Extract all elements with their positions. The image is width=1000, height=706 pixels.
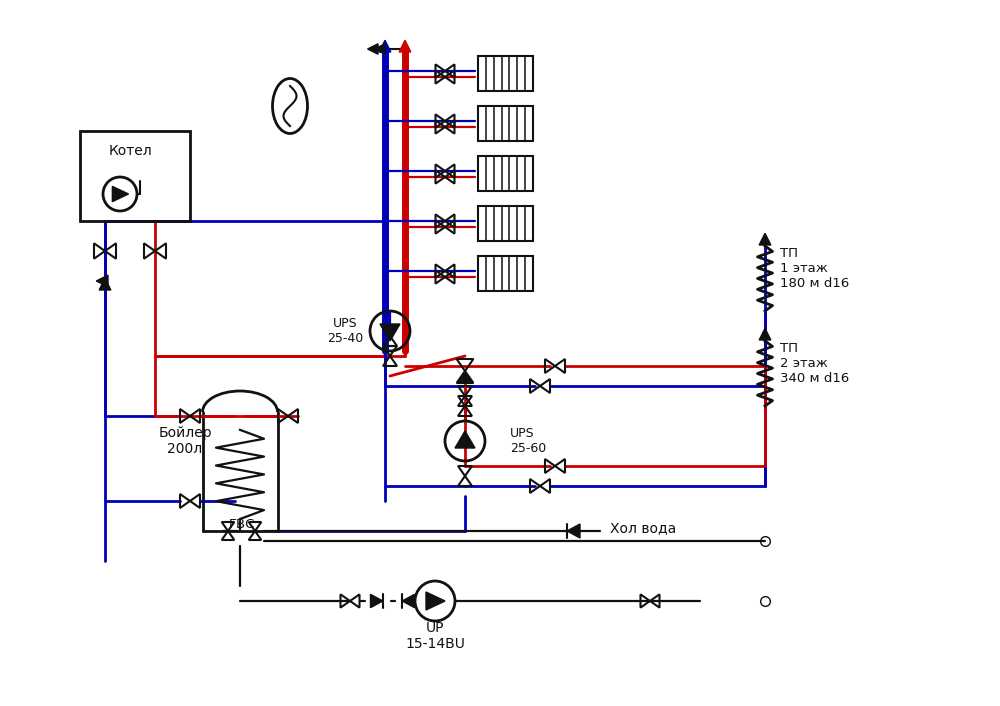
Polygon shape — [99, 278, 111, 290]
Bar — [478, 206, 533, 241]
Text: Хол вода: Хол вода — [610, 521, 676, 535]
Polygon shape — [96, 275, 108, 287]
Text: Котел: Котел — [108, 144, 152, 158]
Text: Бойлер
200л: Бойлер 200л — [158, 426, 212, 456]
Polygon shape — [375, 44, 385, 54]
Polygon shape — [368, 44, 378, 54]
Polygon shape — [457, 371, 473, 383]
Text: UPS
25-60: UPS 25-60 — [510, 427, 546, 455]
Polygon shape — [379, 40, 391, 52]
Text: UP
15-14BU: UP 15-14BU — [405, 621, 465, 651]
Bar — [478, 157, 533, 191]
Text: UPS
25-40: UPS 25-40 — [327, 317, 363, 345]
Bar — [478, 107, 533, 141]
Polygon shape — [455, 431, 475, 448]
Polygon shape — [399, 40, 411, 52]
Text: ТП
1 этаж
180 м d16: ТП 1 этаж 180 м d16 — [780, 247, 849, 290]
Polygon shape — [380, 324, 400, 341]
Polygon shape — [112, 186, 128, 202]
Bar — [478, 256, 533, 292]
Bar — [478, 56, 533, 92]
Text: ТП
2 этаж
340 м d16: ТП 2 этаж 340 м d16 — [780, 342, 849, 385]
Polygon shape — [759, 233, 771, 245]
Polygon shape — [402, 594, 415, 608]
Polygon shape — [567, 524, 580, 538]
Text: ГВС: ГВС — [229, 518, 255, 531]
Bar — [80, 131, 190, 221]
Polygon shape — [759, 328, 771, 340]
Polygon shape — [370, 594, 383, 608]
Polygon shape — [426, 592, 445, 610]
